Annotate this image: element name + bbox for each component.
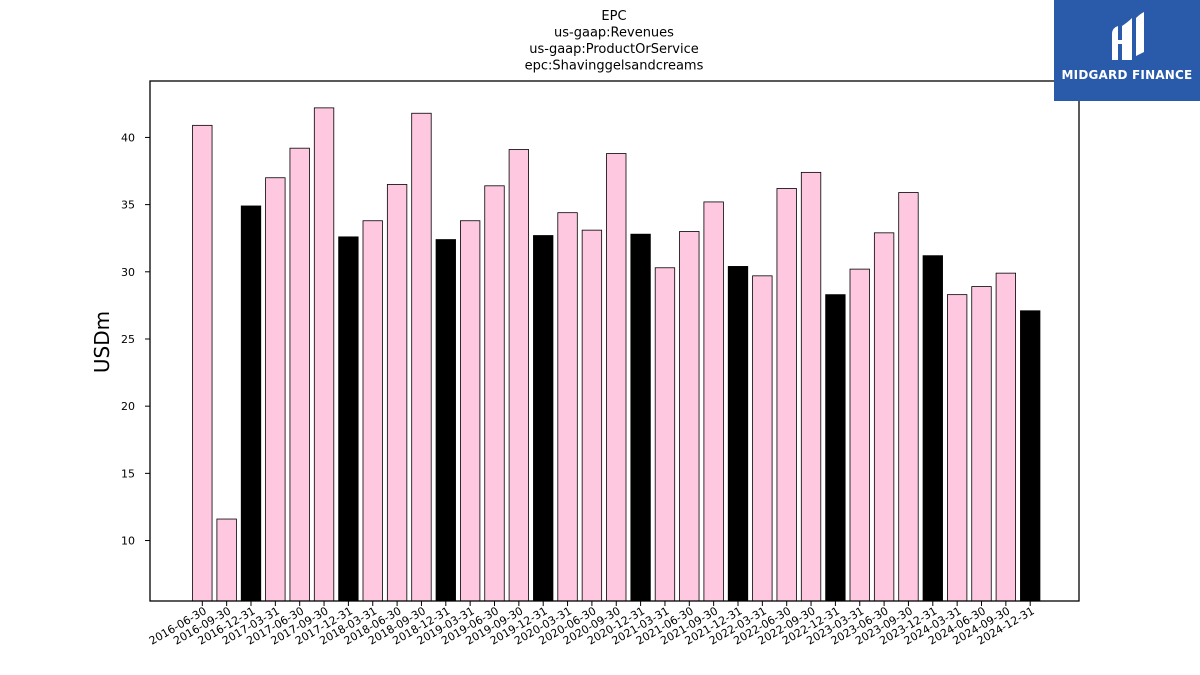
plot-frame	[149, 80, 1080, 602]
title-line: epc:Shavinggelsandcreams	[525, 59, 704, 74]
midgard-logo-icon	[1112, 12, 1144, 60]
bar	[581, 229, 603, 602]
bar	[362, 220, 383, 602]
bar	[898, 192, 919, 602]
bar	[703, 201, 724, 602]
bar	[484, 185, 505, 602]
bar	[727, 266, 749, 602]
bar	[289, 147, 310, 602]
y-tick-label: 40	[121, 131, 135, 144]
bar	[459, 220, 481, 602]
bar	[679, 231, 700, 602]
logo-text: MIDGARD FINANCE	[1061, 68, 1193, 82]
title-line: us-gaap:ProductOrService	[529, 42, 699, 57]
y-axis-label: USDm	[90, 311, 114, 373]
bar	[557, 212, 578, 602]
bar	[1020, 310, 1041, 602]
bar	[435, 239, 456, 602]
y-tick-label: 30	[121, 266, 135, 279]
bar	[654, 267, 676, 602]
bars	[192, 107, 1041, 602]
x-axis: 2016-06-302016-09-302016-12-312017-03-31…	[147, 601, 1037, 648]
bar	[508, 149, 530, 602]
y-tick-label: 35	[121, 199, 135, 212]
y-tick-label: 10	[121, 535, 135, 548]
logo: MIDGARD FINANCE	[1054, 0, 1200, 101]
bar	[995, 272, 1016, 602]
y-tick-label: 15	[121, 467, 135, 480]
y-axis: 10 15 20 25 30 35 40	[121, 131, 150, 548]
chart-title: EPC us-gaap:Revenuesus-gaap:ProductOrServ…	[525, 9, 704, 74]
bar	[922, 255, 943, 602]
bar	[411, 112, 432, 602]
bar	[265, 177, 286, 602]
bar	[873, 232, 895, 602]
title-line: us-gaap:Revenues	[554, 26, 674, 41]
bar	[752, 275, 773, 602]
bar	[800, 171, 822, 602]
bar	[971, 286, 992, 602]
bar	[192, 124, 213, 602]
y-tick-label: 20	[121, 400, 135, 413]
y-tick-label: 25	[121, 333, 135, 346]
bar	[313, 107, 335, 602]
bar	[533, 235, 554, 602]
bar	[386, 184, 408, 602]
bar	[216, 518, 237, 602]
bar	[606, 153, 627, 602]
bar	[630, 233, 651, 602]
bar	[849, 268, 870, 602]
bar	[338, 236, 359, 602]
bar	[240, 205, 262, 602]
bar	[947, 294, 968, 602]
bar	[776, 188, 797, 602]
title-line: EPC	[601, 9, 626, 24]
bar	[825, 294, 846, 602]
